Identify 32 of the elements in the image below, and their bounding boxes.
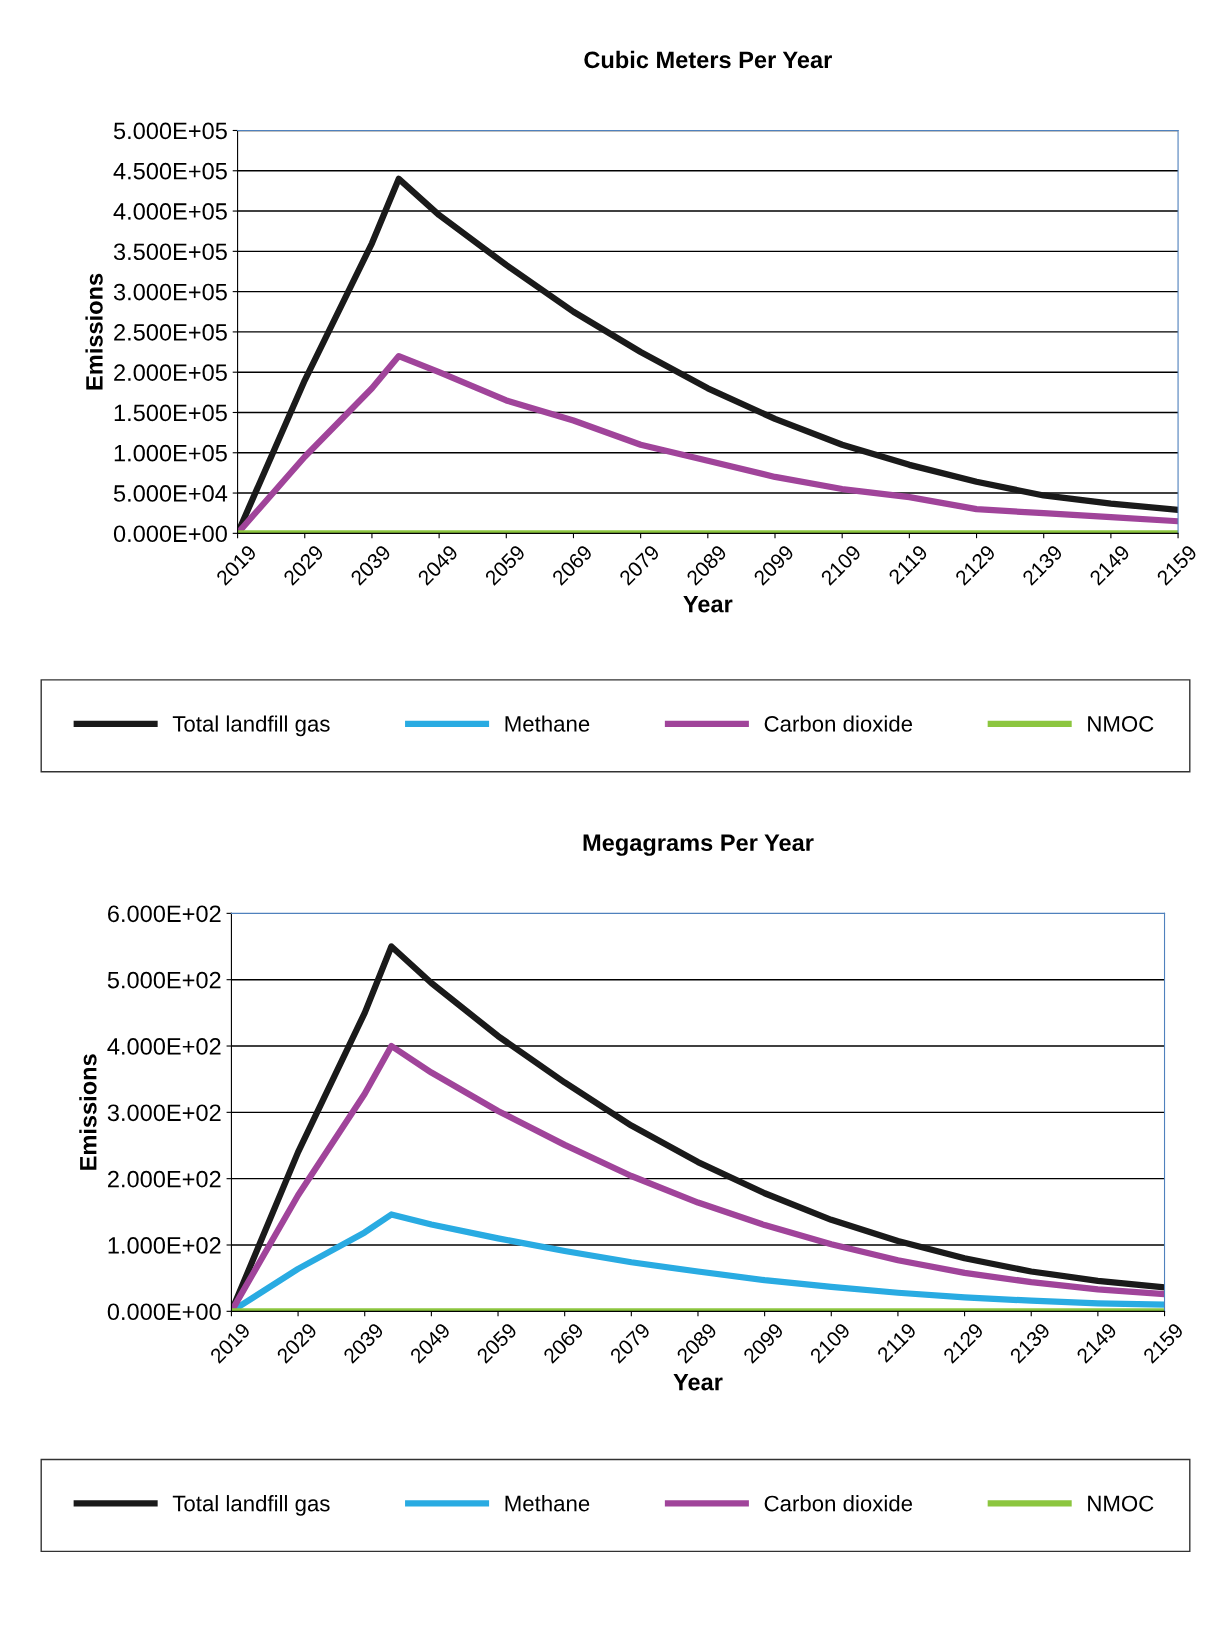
chart-title: Cubic Meters Per Year xyxy=(584,50,832,69)
legend-label: Carbon dioxide xyxy=(764,715,913,732)
y-tick-label: 4.000E+05 xyxy=(113,203,227,220)
y-tick-label: 0.000E+00 xyxy=(113,525,227,543)
legend-label: NMOC xyxy=(1088,716,1154,732)
legend-label: Methane xyxy=(505,715,590,732)
y-tick-label: 2.500E+05 xyxy=(114,323,227,341)
y-tick-label: 1.000E+02 xyxy=(108,1237,221,1254)
y-tick-label: 3.000E+05 xyxy=(113,283,227,301)
y-axis-title: Emissions xyxy=(85,273,103,390)
y-tick-label: 2.000E+02 xyxy=(108,1170,221,1188)
y-axis-title: Emissions xyxy=(79,1054,97,1170)
x-axis-title: Year xyxy=(673,1373,723,1391)
y-tick-label: 0.000E+00 xyxy=(107,1303,221,1321)
y-tick-label: 5.000E+02 xyxy=(107,971,221,989)
legend-label: Total landfill gas xyxy=(172,715,330,737)
legend-label: Methane xyxy=(505,1495,590,1512)
y-tick-label: 1.500E+05 xyxy=(114,404,227,422)
legend-label: Carbon dioxide xyxy=(764,1495,913,1512)
y-tick-label: 4.500E+05 xyxy=(113,162,227,180)
x-axis-title: Year xyxy=(683,595,733,613)
legend-label: Total landfill gas xyxy=(172,1495,330,1516)
chart-title: Megagrams Per Year xyxy=(583,834,814,856)
legend-label: NMOC xyxy=(1088,1495,1154,1512)
y-tick-label: 1.000E+05 xyxy=(114,444,227,462)
y-tick-label: 3.500E+05 xyxy=(113,243,227,261)
y-tick-label: 5.000E+04 xyxy=(113,485,228,502)
y-tick-label: 3.000E+02 xyxy=(107,1104,221,1122)
y-tick-label: 5.000E+05 xyxy=(113,122,227,140)
y-tick-label: 6.000E+02 xyxy=(108,905,221,923)
y-tick-label: 2.000E+05 xyxy=(114,364,227,381)
y-tick-label: 4.000E+02 xyxy=(107,1038,221,1055)
